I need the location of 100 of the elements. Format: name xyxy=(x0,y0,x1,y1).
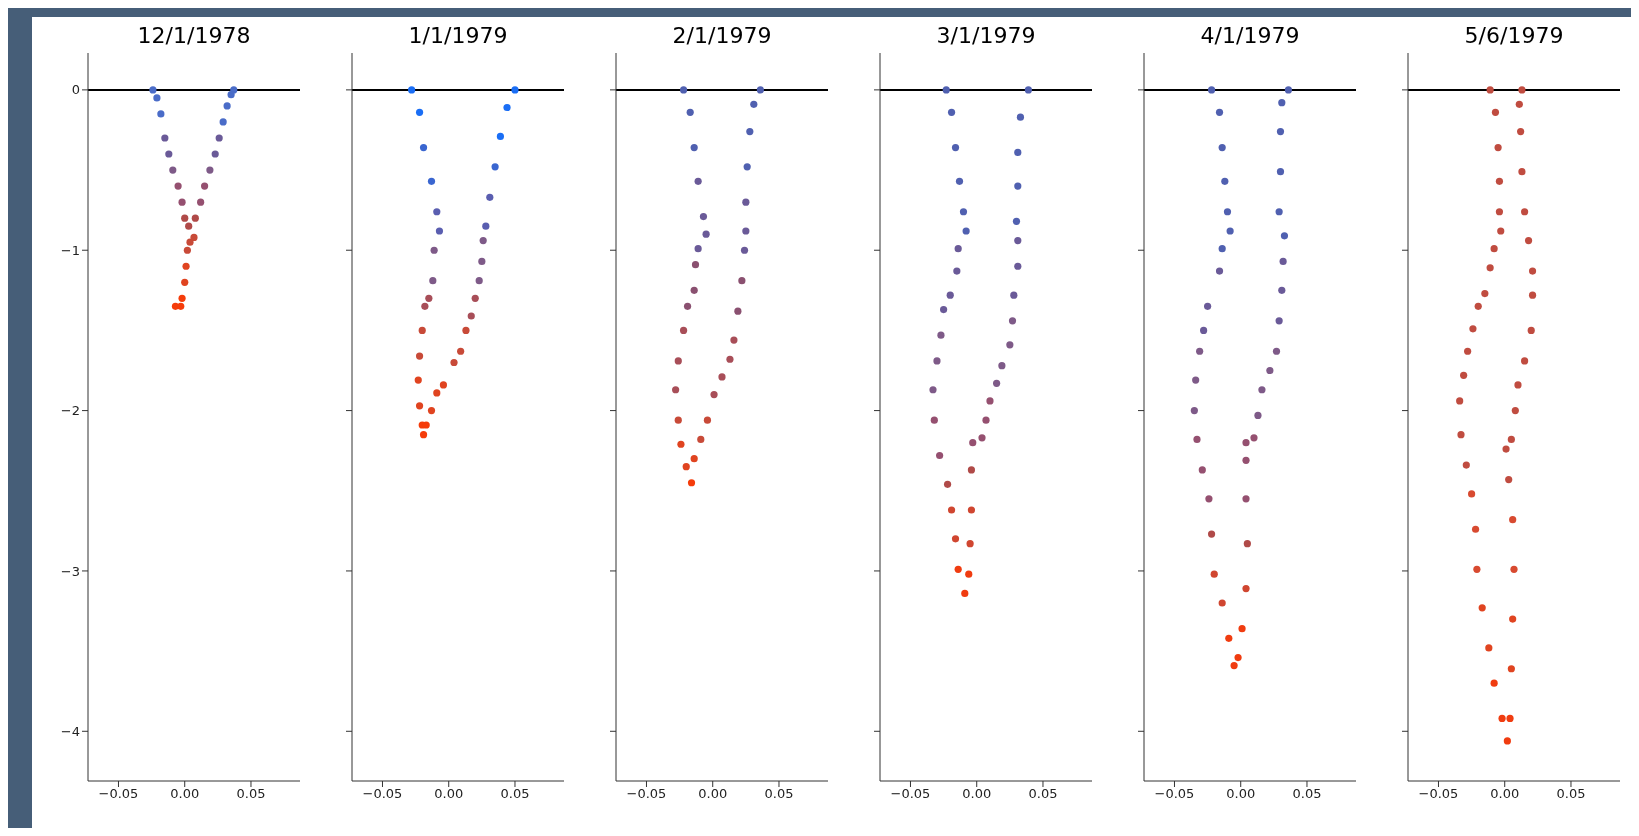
point xyxy=(677,440,685,448)
point xyxy=(1258,386,1266,394)
point xyxy=(940,305,948,314)
y-tick-label: −4 xyxy=(60,723,80,739)
point xyxy=(967,466,976,474)
point xyxy=(479,237,487,245)
point xyxy=(742,198,750,206)
point xyxy=(1521,208,1529,216)
point xyxy=(746,127,754,136)
point xyxy=(1276,127,1285,136)
point xyxy=(1014,148,1022,157)
y-tick-label: −3 xyxy=(60,563,80,579)
point xyxy=(951,144,960,152)
point xyxy=(177,302,185,310)
point xyxy=(1518,168,1526,176)
chart-title: 3/1/1979 xyxy=(935,22,1037,50)
point xyxy=(1497,227,1505,235)
point xyxy=(961,589,969,597)
point xyxy=(1238,625,1246,633)
point xyxy=(947,108,956,116)
point xyxy=(933,357,941,365)
chart-title: 4/1/1979 xyxy=(1199,22,1301,50)
point xyxy=(1242,495,1250,503)
point xyxy=(1242,439,1250,447)
point xyxy=(418,326,426,335)
x-tick-label: −0.05 xyxy=(890,786,931,802)
point xyxy=(174,182,182,190)
x-tick-label: 0.05 xyxy=(764,786,794,802)
point xyxy=(1509,615,1517,623)
point xyxy=(429,277,437,285)
point xyxy=(462,326,470,335)
point xyxy=(674,357,682,365)
point xyxy=(478,257,486,266)
point xyxy=(183,246,191,254)
point xyxy=(697,435,705,444)
point xyxy=(223,102,231,110)
point xyxy=(694,177,702,185)
point xyxy=(1200,326,1208,335)
point xyxy=(730,336,738,344)
point xyxy=(427,406,436,415)
point xyxy=(937,331,945,339)
point xyxy=(1226,227,1234,235)
point xyxy=(1196,347,1204,355)
point xyxy=(965,570,973,578)
point xyxy=(1457,431,1465,439)
point xyxy=(1518,86,1526,94)
point xyxy=(433,208,441,216)
point xyxy=(1215,108,1224,116)
point xyxy=(414,376,422,384)
point xyxy=(993,379,1001,387)
point xyxy=(743,163,751,171)
point xyxy=(430,246,438,254)
point xyxy=(686,108,694,116)
point xyxy=(1486,264,1494,272)
point xyxy=(1507,435,1515,444)
point xyxy=(1524,237,1533,245)
x-tick-label: 0.00 xyxy=(962,786,992,802)
point xyxy=(962,227,970,235)
point xyxy=(419,431,428,439)
point xyxy=(1221,177,1229,185)
point xyxy=(511,86,519,94)
point xyxy=(1517,127,1525,136)
point xyxy=(1503,737,1511,745)
point xyxy=(1250,434,1258,442)
point xyxy=(408,86,416,94)
point xyxy=(1008,317,1017,325)
point xyxy=(955,177,964,185)
point xyxy=(491,163,499,171)
point xyxy=(1242,456,1250,464)
point xyxy=(679,86,688,94)
point xyxy=(230,86,238,94)
y-tick-label: −1 xyxy=(60,242,80,258)
point xyxy=(1210,570,1218,578)
point xyxy=(1192,376,1200,384)
point xyxy=(683,302,692,310)
point xyxy=(699,212,708,221)
point xyxy=(967,506,976,514)
x-tick-label: −0.05 xyxy=(1154,786,1195,802)
point xyxy=(1462,461,1470,469)
point xyxy=(1010,291,1018,299)
point xyxy=(1507,665,1515,673)
point xyxy=(482,222,490,230)
point xyxy=(181,278,189,286)
chart-title: 1/1/1979 xyxy=(407,22,509,50)
point xyxy=(1478,604,1486,612)
point xyxy=(1272,347,1281,355)
point xyxy=(415,402,424,410)
point xyxy=(1016,113,1025,121)
point xyxy=(1230,661,1238,670)
point xyxy=(149,86,157,94)
point xyxy=(1511,406,1519,415)
point xyxy=(703,416,712,424)
point xyxy=(1193,435,1201,444)
point xyxy=(415,108,424,116)
y-tick-label: −2 xyxy=(60,403,80,419)
point xyxy=(978,434,986,442)
point xyxy=(1223,208,1232,216)
point xyxy=(1495,208,1504,216)
point xyxy=(930,416,938,424)
point xyxy=(1473,565,1481,573)
